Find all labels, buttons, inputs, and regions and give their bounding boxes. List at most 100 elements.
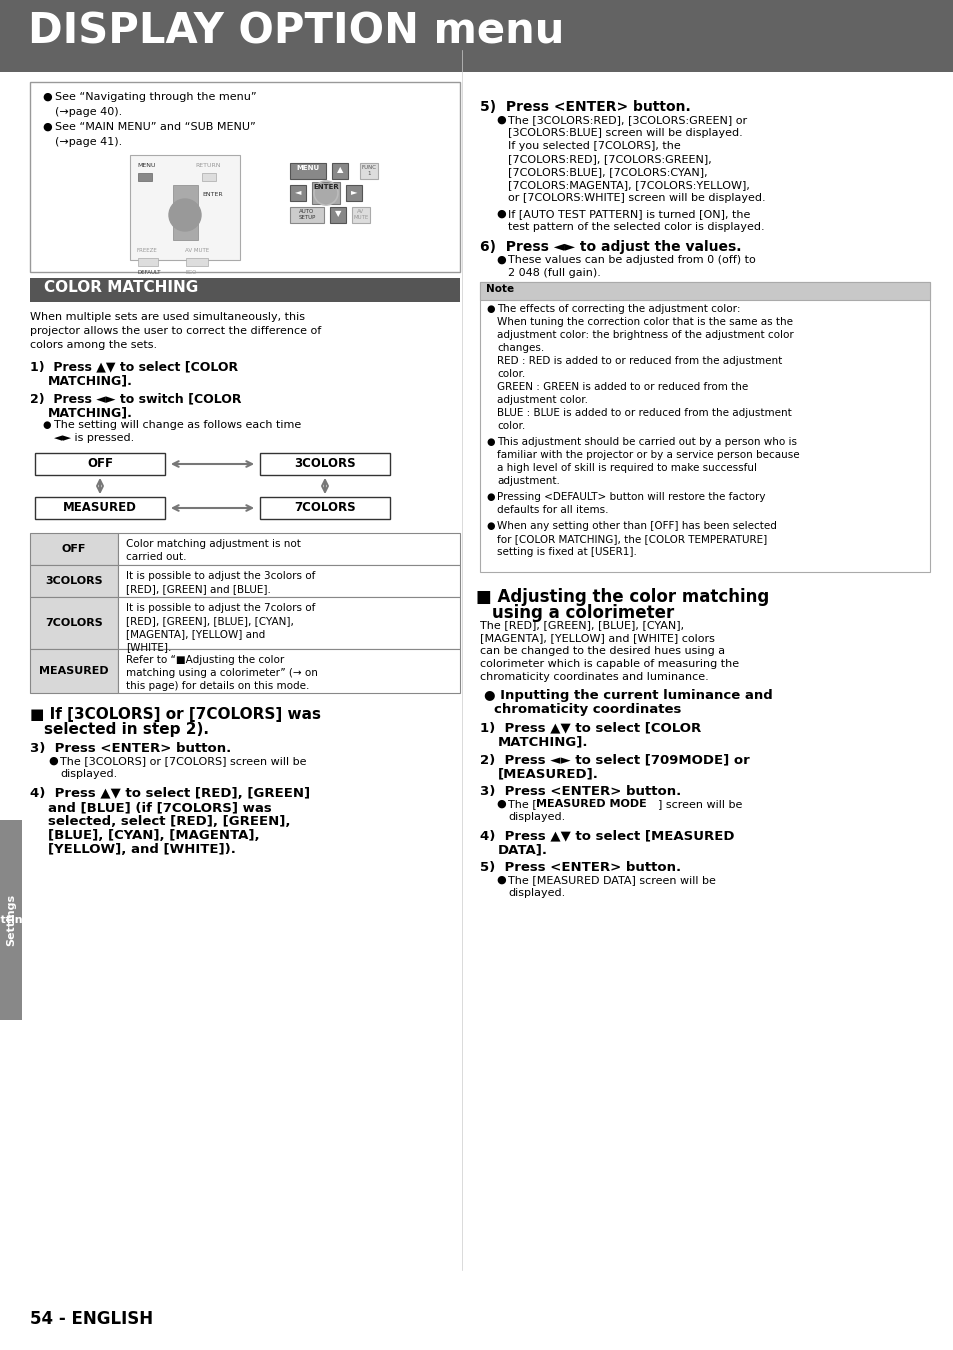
Text: When any setting other than [OFF] has been selected: When any setting other than [OFF] has be… (497, 521, 776, 531)
Bar (290, 207, 324, 223)
Text: [MEASURED].: [MEASURED]. (497, 767, 598, 780)
Text: ◄: ◄ (294, 188, 301, 196)
Bar (118, 533, 459, 566)
Text: When multiple sets are used simultaneously, this: When multiple sets are used simultaneous… (30, 312, 305, 323)
Bar (332, 163, 348, 180)
Bar (137, 278, 165, 288)
Text: MENU: MENU (137, 163, 155, 167)
Bar (30, 597, 118, 649)
Text: GREEN : GREEN is added to or reduced from the: GREEN : GREEN is added to or reduced fro… (497, 382, 747, 391)
Text: displayed.: displayed. (507, 888, 565, 898)
Text: ●: ● (48, 756, 58, 765)
Text: ▲: ▲ (336, 165, 343, 174)
Circle shape (169, 198, 201, 231)
Text: ►: ► (351, 188, 356, 196)
Text: ●: ● (496, 799, 505, 809)
Text: DEFAULT: DEFAULT (138, 270, 161, 275)
Bar (479, 282, 929, 300)
Text: 1)  Press ▲▼ to select [COLOR: 1) Press ▲▼ to select [COLOR (479, 721, 700, 734)
Bar (186, 258, 208, 266)
Text: RETURN: RETURN (194, 163, 220, 167)
Text: OFF: OFF (87, 458, 112, 470)
Text: See “MAIN MENU” and “SUB MENU”: See “MAIN MENU” and “SUB MENU” (55, 122, 255, 132)
Text: 2)  Press ◄► to select [709MODE] or: 2) Press ◄► to select [709MODE] or (479, 753, 749, 765)
Text: When tuning the correction color that is the same as the: When tuning the correction color that is… (497, 317, 792, 327)
Text: 6)  Press ◄► to adjust the values.: 6) Press ◄► to adjust the values. (479, 240, 740, 254)
Text: ] screen will be: ] screen will be (658, 799, 741, 809)
Bar (260, 454, 390, 475)
Text: BLUE : BLUE is added to or reduced from the adjustment: BLUE : BLUE is added to or reduced from … (497, 408, 791, 418)
Text: ■ Adjusting the color matching: ■ Adjusting the color matching (476, 589, 768, 606)
Text: MATCHING].: MATCHING]. (48, 374, 132, 387)
Text: colors among the sets.: colors among the sets. (30, 340, 157, 350)
Text: ●: ● (496, 209, 505, 219)
Bar (352, 207, 370, 223)
Text: this page) for details on this mode.: this page) for details on this mode. (126, 680, 309, 691)
Text: It is possible to adjust the 7colors of: It is possible to adjust the 7colors of (126, 603, 315, 613)
Text: Note: Note (485, 284, 514, 294)
Text: or [7COLORS:WHITE] screen will be displayed.: or [7COLORS:WHITE] screen will be displa… (507, 193, 765, 202)
Text: 1)  Press ▲▼ to select [COLOR: 1) Press ▲▼ to select [COLOR (30, 360, 238, 373)
Text: FUNC
1: FUNC 1 (361, 165, 376, 176)
Text: chromaticity coordinates and luminance.: chromaticity coordinates and luminance. (479, 672, 708, 682)
Text: ●: ● (485, 521, 494, 531)
Text: See “Navigating through the menu”: See “Navigating through the menu” (55, 92, 256, 103)
Bar (330, 207, 346, 223)
Bar (30, 533, 118, 566)
Text: AV MUTE: AV MUTE (185, 248, 209, 252)
Text: selected in step 2).: selected in step 2). (44, 722, 209, 737)
Text: The setting will change as follows each time: The setting will change as follows each … (54, 420, 301, 431)
Text: ENTER: ENTER (313, 184, 338, 190)
Bar (30, 82, 459, 271)
Text: 54 - ENGLISH: 54 - ENGLISH (30, 1310, 153, 1328)
Text: Settings: Settings (0, 915, 37, 925)
Text: 3)  Press <ENTER> button.: 3) Press <ENTER> button. (30, 743, 231, 755)
Text: If [AUTO TEST PATTERN] is turned [ON], the: If [AUTO TEST PATTERN] is turned [ON], t… (507, 209, 750, 219)
Bar (312, 182, 339, 204)
Text: AUTO
SETUP: AUTO SETUP (298, 209, 315, 220)
Text: 5)  Press <ENTER> button.: 5) Press <ENTER> button. (479, 100, 690, 113)
Text: [RED], [GREEN] and [BLUE].: [RED], [GREEN] and [BLUE]. (126, 585, 271, 594)
Bar (138, 258, 158, 266)
Text: AV
MUTE: AV MUTE (353, 209, 368, 220)
Text: If you selected [7COLORS], the: If you selected [7COLORS], the (507, 140, 680, 151)
Text: DATA].: DATA]. (497, 842, 547, 856)
Text: (→page 41).: (→page 41). (55, 136, 122, 147)
Text: ●: ● (485, 491, 494, 502)
Text: adjustment.: adjustment. (497, 477, 559, 486)
Text: displayed.: displayed. (507, 811, 565, 822)
Text: 3COLORS: 3COLORS (294, 458, 355, 470)
Text: DISPLAY OPTION menu: DISPLAY OPTION menu (28, 9, 564, 53)
Text: [BLUE], [CYAN], [MAGENTA],: [BLUE], [CYAN], [MAGENTA], (48, 829, 259, 842)
Text: Refer to “■Adjusting the color: Refer to “■Adjusting the color (126, 655, 284, 666)
Text: ●: ● (42, 92, 51, 103)
Bar (290, 163, 326, 180)
Bar (186, 278, 204, 288)
Text: 3COLORS: 3COLORS (45, 576, 103, 586)
Text: MENU: MENU (296, 165, 319, 171)
Bar (118, 597, 459, 649)
Text: [WHITE].: [WHITE]. (126, 643, 172, 652)
Bar (202, 173, 215, 181)
Text: setting is fixed at [USER1].: setting is fixed at [USER1]. (497, 547, 637, 558)
Text: familiar with the projector or by a service person because: familiar with the projector or by a serv… (497, 450, 799, 460)
Text: Settings: Settings (6, 894, 16, 946)
Text: matching using a colorimeter” (→ on: matching using a colorimeter” (→ on (126, 668, 317, 678)
Text: The [MEASURED DATA] screen will be: The [MEASURED DATA] screen will be (507, 875, 715, 886)
Text: adjustment color.: adjustment color. (497, 396, 587, 405)
Text: MATCHING].: MATCHING]. (497, 734, 588, 748)
Text: RED : RED is added to or reduced from the adjustment: RED : RED is added to or reduced from th… (497, 356, 781, 366)
Bar (118, 649, 459, 693)
Text: color.: color. (497, 369, 525, 379)
Text: ●: ● (496, 875, 505, 886)
Text: ●: ● (496, 115, 505, 126)
Text: [7COLORS:BLUE], [7COLORS:CYAN],: [7COLORS:BLUE], [7COLORS:CYAN], (507, 167, 707, 177)
Text: The [: The [ (507, 799, 537, 809)
Text: [MAGENTA], [YELLOW] and: [MAGENTA], [YELLOW] and (126, 629, 265, 639)
Text: It is possible to adjust the 3colors of: It is possible to adjust the 3colors of (126, 571, 315, 580)
Text: ●: ● (42, 122, 51, 132)
Text: [3COLORS:BLUE] screen will be displayed.: [3COLORS:BLUE] screen will be displayed. (507, 128, 742, 138)
Bar (118, 566, 459, 597)
Text: ● Inputting the current luminance and: ● Inputting the current luminance and (483, 688, 772, 702)
Text: [7COLORS:RED], [7COLORS:GREEN],: [7COLORS:RED], [7COLORS:GREEN], (507, 154, 711, 163)
